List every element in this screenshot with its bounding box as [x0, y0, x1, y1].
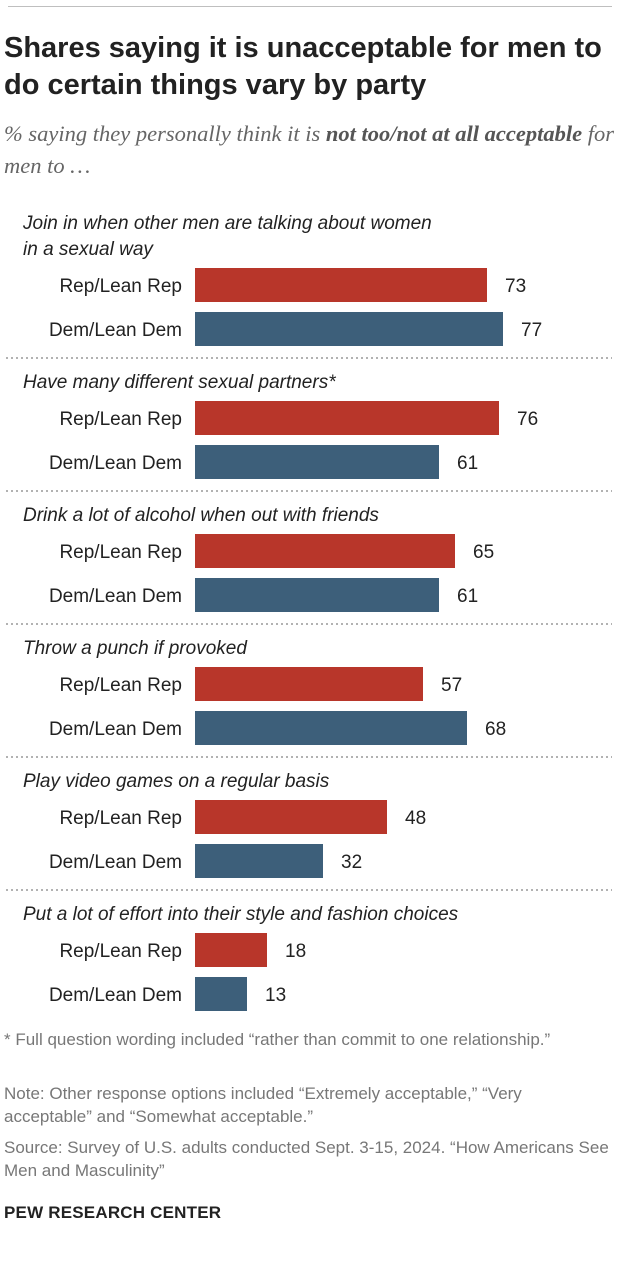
subtitle-suffix: for men to …	[4, 121, 614, 178]
category-label: Rep/Lean Rep	[59, 808, 182, 829]
value-label: 48	[405, 808, 426, 829]
value-label: 68	[485, 719, 506, 740]
bar-dem	[195, 977, 247, 1011]
value-label: 61	[457, 453, 478, 474]
category-label: Dem/Lean Dem	[49, 719, 182, 740]
bar-dem	[195, 312, 503, 346]
value-label: 65	[473, 542, 494, 563]
group-label: in a sexual way	[23, 239, 154, 260]
subtitle-prefix: % saying they personally think it is	[4, 121, 326, 146]
bar-chart: Join in when other men are talking about…	[6, 213, 612, 1011]
value-label: 13	[265, 985, 286, 1006]
category-label: Rep/Lean Rep	[59, 941, 182, 962]
footnote: * Full question wording included “rather…	[4, 1030, 551, 1049]
category-label: Dem/Lean Dem	[49, 985, 182, 1006]
top-rule	[8, 6, 612, 7]
brand-logo-text: PEW RESEARCH CENTER	[4, 1203, 222, 1222]
group-label: Throw a punch if provoked	[23, 638, 248, 659]
value-label: 18	[285, 941, 306, 962]
value-label: 73	[505, 276, 526, 297]
value-label: 57	[441, 675, 462, 696]
category-label: Rep/Lean Rep	[59, 542, 182, 563]
group-label: Put a lot of effort into their style and…	[23, 904, 459, 925]
bar-rep	[195, 933, 267, 967]
group-label: Drink a lot of alcohol when out with fri…	[23, 505, 379, 526]
value-label: 77	[521, 320, 542, 341]
note: Note: Other response options included “E…	[4, 1084, 522, 1126]
source: Source: Survey of U.S. adults conducted …	[4, 1138, 609, 1180]
bar-dem	[195, 445, 439, 479]
value-label: 61	[457, 586, 478, 607]
category-label: Rep/Lean Rep	[59, 276, 182, 297]
value-label: 76	[517, 409, 538, 430]
value-label: 32	[341, 852, 362, 873]
bar-dem	[195, 844, 323, 878]
bar-rep	[195, 268, 487, 302]
bar-dem	[195, 578, 439, 612]
chart-subtitle: % saying they personally think it is not…	[4, 118, 614, 182]
chart-title: Shares saying it is unacceptable for men…	[4, 32, 602, 101]
group-label: Play video games on a regular basis	[23, 771, 330, 792]
category-label: Dem/Lean Dem	[49, 453, 182, 474]
category-label: Dem/Lean Dem	[49, 852, 182, 873]
bar-rep	[195, 534, 455, 568]
bar-dem	[195, 711, 467, 745]
group-label: Join in when other men are talking about…	[22, 213, 432, 234]
subtitle-emphasis: not too/not at all acceptable	[325, 121, 583, 146]
category-label: Dem/Lean Dem	[49, 586, 182, 607]
group-label: Have many different sexual partners*	[23, 372, 336, 393]
bar-rep	[195, 800, 387, 834]
category-label: Dem/Lean Dem	[49, 320, 182, 341]
bar-rep	[195, 667, 423, 701]
category-label: Rep/Lean Rep	[59, 675, 182, 696]
category-label: Rep/Lean Rep	[59, 409, 182, 430]
bar-rep	[195, 401, 499, 435]
